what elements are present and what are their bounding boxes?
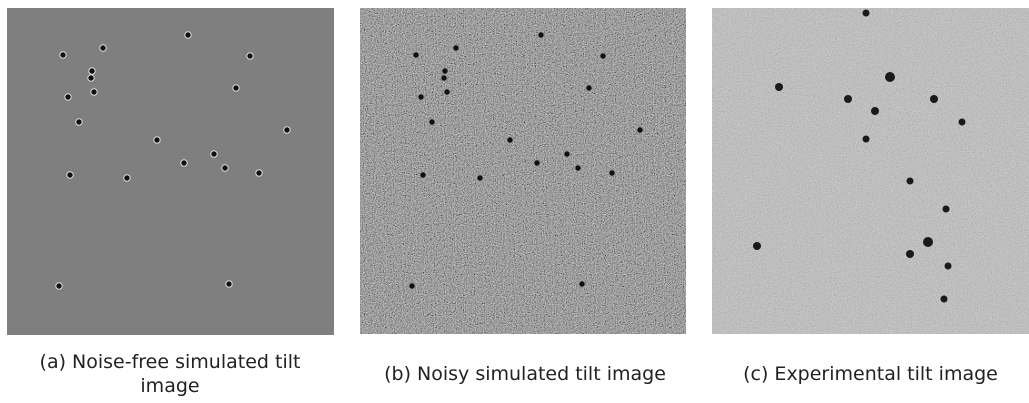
gold-marker — [211, 151, 217, 157]
gold-marker — [477, 175, 483, 181]
gold-marker — [943, 206, 950, 213]
gold-marker — [564, 151, 570, 157]
gold-marker — [575, 165, 581, 171]
gold-marker — [534, 160, 540, 166]
gold-marker — [65, 94, 71, 100]
gold-marker — [222, 165, 228, 171]
gold-marker — [906, 250, 914, 258]
gold-marker — [233, 85, 239, 91]
gold-marker — [91, 89, 97, 95]
gold-marker — [247, 53, 253, 59]
gold-marker — [885, 72, 895, 82]
figure-images — [0, 0, 1029, 340]
image-c — [712, 8, 1029, 334]
gold-marker — [941, 296, 948, 303]
gold-marker — [60, 52, 66, 58]
gold-marker — [284, 127, 290, 133]
gold-marker — [507, 137, 513, 143]
gold-marker — [89, 68, 95, 74]
gold-marker — [226, 281, 232, 287]
gold-marker — [959, 119, 966, 126]
gold-marker — [56, 283, 62, 289]
gold-marker — [945, 263, 952, 270]
gold-marker — [185, 32, 191, 38]
caption: (c) Experimental tilt image — [712, 362, 1029, 386]
gold-marker — [441, 75, 447, 81]
gold-marker — [76, 119, 82, 125]
gold-marker — [444, 89, 450, 95]
gold-marker — [609, 170, 615, 176]
gold-marker — [442, 68, 448, 74]
gold-marker — [579, 281, 585, 287]
caption: (b) Noisy simulated tilt image — [360, 362, 690, 386]
gold-marker — [637, 127, 643, 133]
gold-marker — [863, 10, 870, 17]
gold-marker — [775, 83, 783, 91]
gold-marker — [124, 175, 130, 181]
gold-marker — [154, 137, 160, 143]
gold-marker — [753, 242, 761, 250]
gold-marker — [586, 85, 592, 91]
gold-marker — [600, 53, 606, 59]
caption: (a) Noise-free simulated tilt image — [20, 350, 320, 398]
gold-marker — [413, 52, 419, 58]
gold-marker — [429, 119, 435, 125]
gold-marker — [538, 32, 544, 38]
gold-marker — [409, 283, 415, 289]
gold-marker — [923, 237, 933, 247]
gold-marker — [871, 107, 879, 115]
gold-marker — [844, 95, 852, 103]
gold-marker — [418, 94, 424, 100]
figure: (a) Noise-free simulated tilt image (b) … — [0, 0, 1029, 403]
gold-marker — [930, 95, 938, 103]
gold-marker — [907, 178, 914, 185]
gold-marker — [88, 75, 94, 81]
gold-marker — [100, 45, 106, 51]
gold-marker — [420, 172, 426, 178]
gold-marker — [256, 170, 262, 176]
gold-marker — [181, 160, 187, 166]
gold-marker — [67, 172, 73, 178]
gold-marker — [453, 45, 459, 51]
gold-marker — [863, 136, 870, 143]
